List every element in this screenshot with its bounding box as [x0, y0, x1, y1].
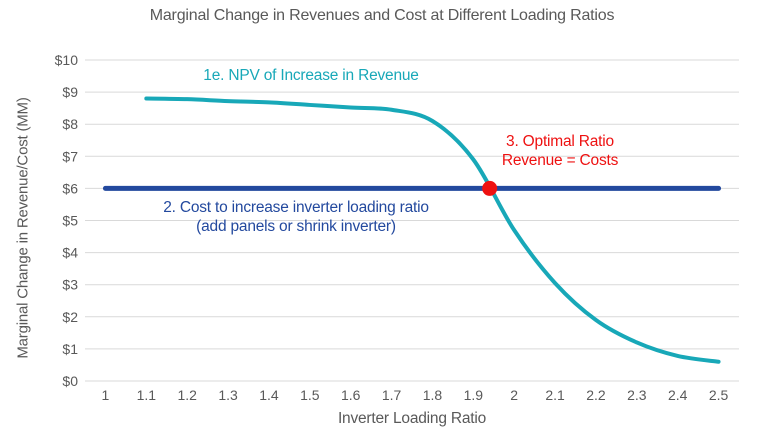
- x-axis-title: Inverter Loading Ratio: [337, 410, 487, 427]
- x-tick-label: 2.5: [709, 387, 729, 403]
- x-tick-label: 2.1: [545, 387, 565, 403]
- y-tick-label: $5: [62, 213, 78, 229]
- y-tick-label: $4: [62, 245, 78, 261]
- x-tick-label: 1: [102, 387, 110, 403]
- cost-series-label: 2. Cost to increase inverter loading rat…: [163, 198, 429, 236]
- optimal-point-marker: [482, 180, 498, 196]
- x-tick-label: 2.3: [627, 387, 647, 403]
- optimal-ratio-label-line2: Revenue = Costs: [501, 152, 619, 169]
- x-tick-label: 1.4: [259, 387, 279, 403]
- y-tick-label: $1: [62, 341, 78, 357]
- x-tick-label: 1.9: [464, 387, 484, 403]
- x-tick-label: 1.6: [341, 387, 361, 403]
- y-tick-label: $8: [62, 116, 78, 132]
- x-tick-label: 2: [510, 387, 518, 403]
- revenue-line: [144, 96, 721, 364]
- x-tick-label: 1.2: [177, 387, 197, 403]
- x-tick-label: 1.8: [423, 387, 443, 403]
- revenue-series-label: 1e. NPV of Increase in Revenue: [203, 67, 419, 84]
- x-tick-label: 1.5: [300, 387, 320, 403]
- y-tick-label: $6: [62, 180, 78, 196]
- cost-series-label-line1: 2. Cost to increase inverter loading rat…: [163, 199, 429, 216]
- y-axis-title: Marginal Change in Revenue/Cost (MM): [14, 97, 32, 359]
- y-tick-label: $3: [62, 277, 78, 293]
- x-tick-label: 1.7: [382, 387, 402, 403]
- chart-title: Marginal Change in Revenues and Cost at …: [149, 7, 615, 24]
- optimal-ratio-label-line1: 3. Optimal Ratio: [506, 133, 614, 150]
- y-tick-label: $7: [62, 148, 78, 164]
- y-tick-label: $0: [62, 373, 78, 389]
- x-tick-label: 2.2: [586, 387, 606, 403]
- y-tick-label: $2: [62, 309, 78, 325]
- x-tick-label: 1.1: [137, 387, 157, 403]
- y-tick-label: $10: [55, 52, 79, 68]
- y-tick-label: $9: [62, 84, 78, 100]
- cost-series-label-line2: (add panels or shrink inverter): [196, 218, 396, 235]
- x-tick-label: 2.4: [668, 387, 688, 403]
- optimal-ratio-label: 3. Optimal Ratio Revenue = Costs: [501, 132, 619, 170]
- x-tick-label: 1.3: [218, 387, 238, 403]
